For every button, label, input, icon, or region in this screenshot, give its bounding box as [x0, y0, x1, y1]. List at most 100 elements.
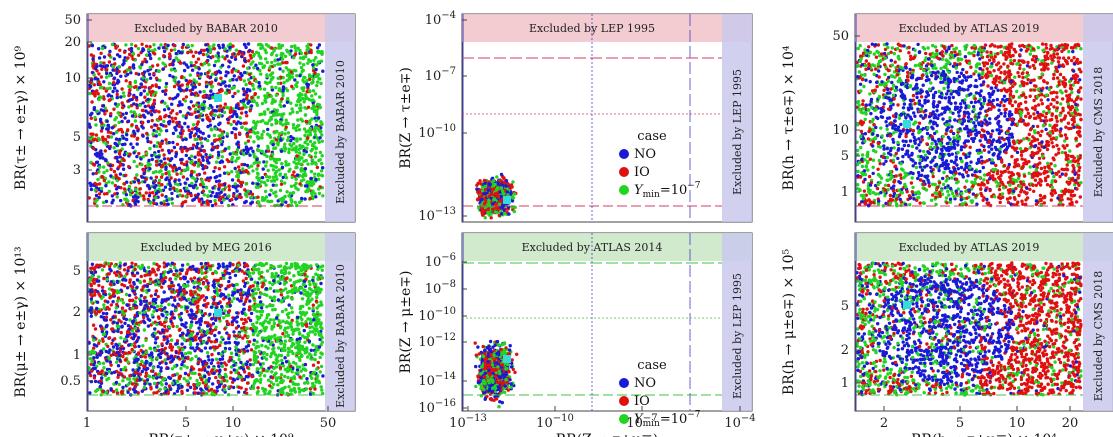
data-point — [189, 173, 193, 177]
data-point — [1032, 112, 1036, 116]
data-point — [969, 65, 973, 69]
data-point — [303, 197, 307, 201]
data-point — [173, 69, 178, 73]
data-point — [1014, 186, 1018, 191]
data-point — [217, 43, 221, 48]
data-point — [236, 140, 240, 144]
data-point — [118, 48, 122, 52]
data-point — [211, 55, 215, 59]
data-point — [112, 57, 117, 61]
data-point — [1003, 114, 1007, 118]
data-point — [882, 147, 886, 151]
data-point — [280, 57, 285, 61]
data-point — [235, 103, 239, 107]
data-point — [283, 149, 287, 153]
data-point — [232, 85, 236, 90]
data-point — [314, 56, 318, 60]
data-point — [879, 126, 883, 130]
data-point — [274, 174, 278, 179]
data-point — [231, 52, 235, 56]
data-point — [282, 145, 287, 149]
data-point — [95, 89, 99, 93]
data-point — [256, 172, 260, 176]
data-point — [169, 48, 174, 52]
data-point — [163, 115, 167, 119]
data-point — [918, 161, 922, 165]
data-point — [128, 152, 132, 156]
data-point — [233, 110, 237, 114]
data-point — [502, 176, 506, 180]
y-tick-label: 10−13 — [418, 206, 456, 224]
data-point — [201, 189, 206, 193]
data-point — [110, 126, 115, 130]
data-point — [217, 179, 221, 183]
data-point — [97, 195, 101, 200]
data-point — [127, 184, 132, 189]
data-point — [124, 79, 128, 83]
data-point — [94, 199, 98, 203]
data-point — [258, 112, 262, 117]
data-point — [982, 64, 986, 68]
data-point — [182, 168, 186, 172]
data-point — [159, 175, 164, 179]
data-point — [132, 66, 136, 70]
data-point — [271, 75, 275, 80]
data-point — [237, 165, 241, 169]
data-point — [190, 112, 194, 116]
data-point — [127, 93, 131, 98]
data-point — [120, 142, 125, 147]
data-point — [867, 174, 872, 179]
data-point — [196, 57, 201, 61]
data-point — [193, 91, 197, 96]
data-point — [919, 88, 923, 92]
data-point — [158, 78, 162, 83]
data-point — [218, 70, 223, 75]
data-point — [151, 170, 156, 175]
data-point — [311, 142, 315, 147]
data-point — [874, 67, 878, 71]
data-point — [99, 149, 103, 153]
data-point — [991, 98, 995, 103]
data-point — [995, 184, 999, 188]
data-point — [125, 133, 129, 137]
data-point — [314, 119, 318, 123]
data-point — [256, 131, 260, 135]
data-point — [201, 52, 206, 57]
data-point — [313, 192, 317, 196]
data-point — [146, 111, 150, 115]
data-point — [202, 100, 207, 104]
data-point — [186, 50, 190, 55]
data-point — [105, 64, 110, 68]
data-point — [155, 144, 159, 149]
data-point — [208, 118, 212, 122]
data-point — [210, 84, 215, 89]
data-point — [934, 142, 938, 146]
data-point — [97, 72, 101, 76]
data-point — [921, 83, 925, 87]
data-point — [1066, 105, 1071, 109]
data-point — [202, 89, 206, 94]
data-point — [197, 150, 201, 155]
data-point — [136, 53, 141, 57]
data-point — [1066, 121, 1071, 125]
data-point — [99, 186, 104, 191]
data-point — [92, 73, 96, 77]
data-point — [246, 66, 250, 71]
y-tick-label: 20 — [64, 35, 81, 50]
data-point — [501, 189, 505, 193]
data-point — [507, 212, 511, 216]
data-point — [291, 110, 295, 114]
data-point — [121, 163, 125, 167]
data-point — [120, 101, 124, 105]
data-point — [263, 189, 268, 194]
data-point — [118, 155, 122, 159]
data-point — [148, 90, 152, 94]
data-point — [274, 183, 278, 187]
data-point — [1074, 137, 1078, 141]
data-point — [252, 152, 256, 156]
data-point — [1008, 110, 1012, 114]
data-point — [230, 178, 235, 182]
data-point — [149, 140, 153, 144]
data-point — [154, 159, 159, 164]
data-point — [980, 72, 985, 76]
